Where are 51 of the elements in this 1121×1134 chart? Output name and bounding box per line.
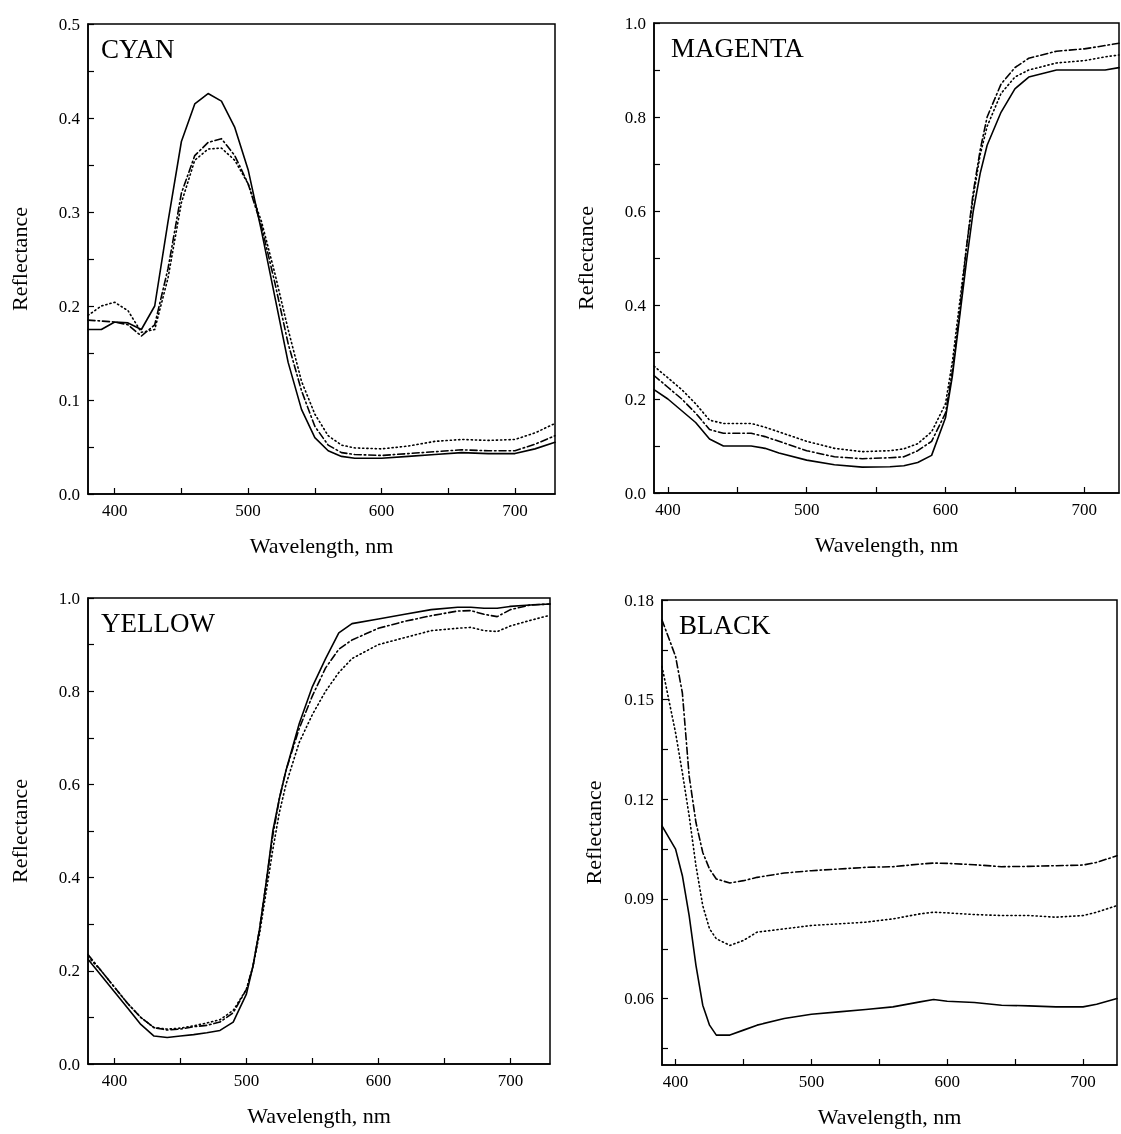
x-tick-label: 400 bbox=[662, 1072, 689, 1091]
x-tick-label: 700 bbox=[1071, 500, 1098, 519]
y-tick-label: 0.2 bbox=[624, 389, 646, 409]
y-axis-title: Reflectance bbox=[6, 207, 32, 311]
y-tick-label: 0.2 bbox=[58, 961, 80, 981]
x-tick-label: 600 bbox=[365, 1071, 392, 1090]
x-tick-label: 500 bbox=[235, 501, 261, 520]
x-tick-label: 400 bbox=[101, 1071, 128, 1090]
x-tick-label: 600 bbox=[368, 501, 395, 520]
y-tick-label: 0.12 bbox=[624, 789, 654, 809]
y-tick-label: 0.6 bbox=[58, 774, 80, 794]
chart-title: CYAN bbox=[101, 33, 175, 64]
y-tick-label: 0.6 bbox=[624, 201, 646, 221]
y-tick-label: 0.4 bbox=[624, 295, 647, 315]
y-tick-label: 0.5 bbox=[58, 14, 80, 34]
x-tick-label: 500 bbox=[793, 500, 820, 519]
y-tick-label: 0.1 bbox=[58, 390, 80, 410]
y-tick-label: 0.8 bbox=[624, 107, 646, 127]
x-axis-title: Wavelength, nm bbox=[247, 1102, 391, 1128]
y-axis-title: Reflectance bbox=[580, 780, 606, 885]
x-tick-label: 600 bbox=[932, 500, 959, 519]
x-tick-label: 400 bbox=[101, 501, 128, 520]
chart-title: MAGENTA bbox=[671, 32, 805, 63]
y-tick-label: 0.4 bbox=[58, 868, 81, 888]
y-tick-label: 0.4 bbox=[58, 108, 81, 128]
y-tick-label: 0.2 bbox=[58, 296, 80, 316]
y-tick-label: 0.0 bbox=[624, 483, 646, 503]
x-tick-label: 500 bbox=[798, 1072, 825, 1091]
y-tick-label: 0.09 bbox=[624, 889, 654, 909]
y-tick-label: 1.0 bbox=[58, 588, 80, 608]
x-tick-label: 500 bbox=[233, 1071, 260, 1090]
y-tick-label: 1.0 bbox=[624, 13, 646, 33]
x-tick-label: 700 bbox=[502, 501, 528, 520]
y-tick-label: 0.18 bbox=[624, 590, 654, 610]
y-tick-label: 0.06 bbox=[624, 989, 654, 1009]
x-axis-title: Wavelength, nm bbox=[814, 531, 959, 557]
y-tick-label: 0.0 bbox=[58, 484, 80, 504]
y-tick-label: 0.0 bbox=[58, 1054, 80, 1074]
x-tick-label: 600 bbox=[934, 1072, 960, 1091]
y-axis-title: Reflectance bbox=[6, 779, 32, 883]
y-tick-label: 0.3 bbox=[58, 202, 80, 222]
x-axis-title: Wavelength, nm bbox=[817, 1103, 962, 1129]
y-axis-title: Reflectance bbox=[572, 206, 598, 310]
x-tick-label: 700 bbox=[497, 1071, 524, 1090]
chart-title: BLACK bbox=[679, 609, 772, 640]
x-axis-title: Wavelength, nm bbox=[249, 532, 394, 558]
y-tick-label: 0.15 bbox=[624, 690, 654, 710]
x-tick-label: 400 bbox=[655, 500, 681, 519]
y-tick-label: 0.8 bbox=[58, 681, 80, 701]
chart-title: YELLOW bbox=[101, 607, 216, 638]
x-tick-label: 700 bbox=[1070, 1072, 1096, 1091]
